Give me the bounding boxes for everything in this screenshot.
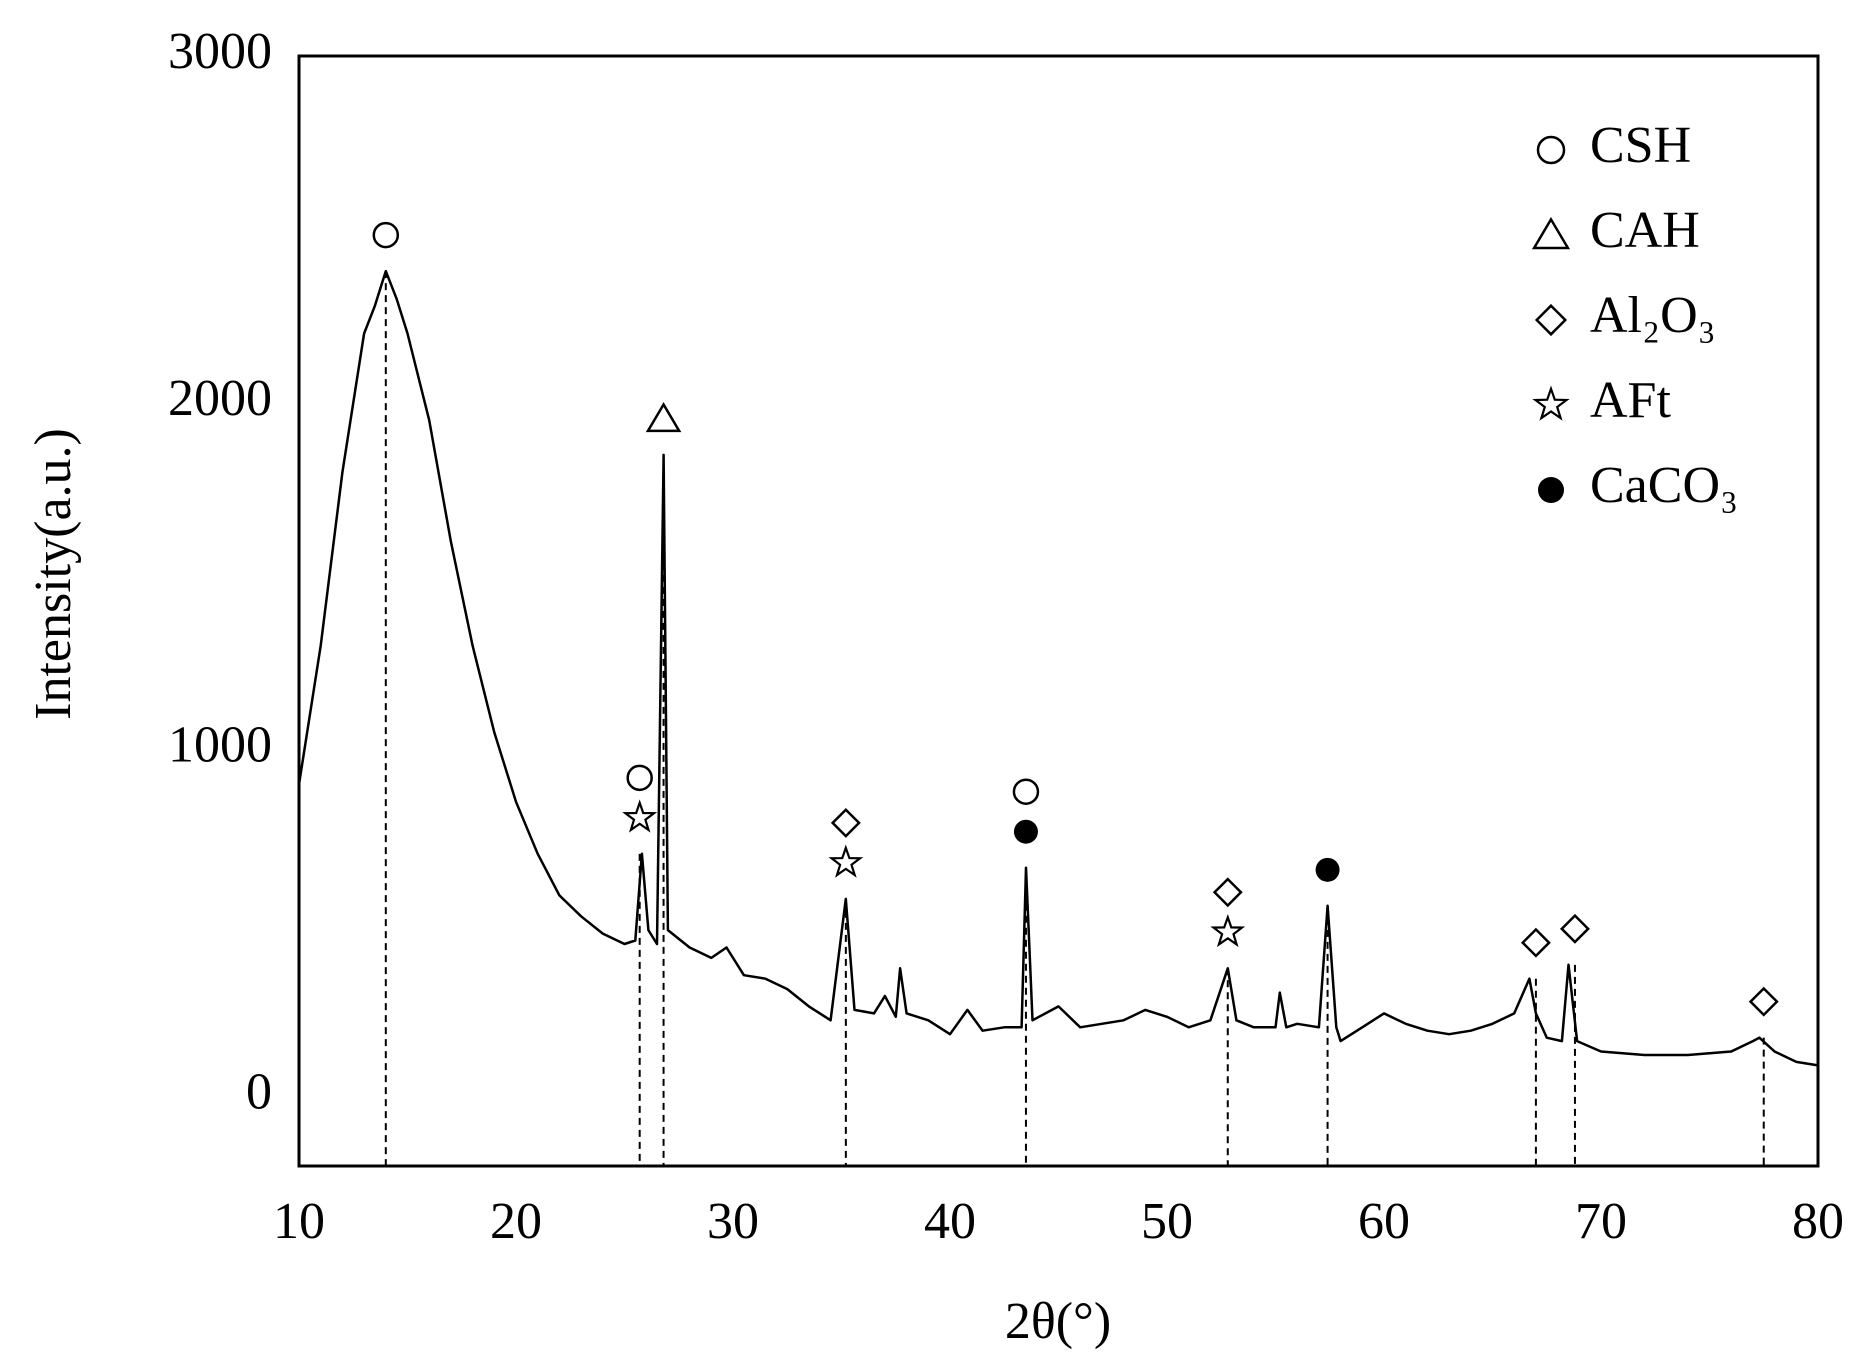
phase-marker [1534, 303, 1568, 337]
x-tick-label: 70 [1575, 1193, 1627, 1250]
phase-marker [372, 221, 400, 249]
legend-label: CAH [1590, 202, 1700, 259]
phase-marker [1210, 913, 1246, 948]
phase-marker [1315, 857, 1340, 882]
x-tick-label: 40 [924, 1193, 976, 1250]
legend-label: AFt [1590, 372, 1671, 429]
legend-label: CSH [1590, 117, 1691, 174]
phase-marker [828, 844, 864, 878]
x-tick-label: 80 [1792, 1193, 1844, 1250]
legend-label: Al₂O₃ [1590, 287, 1716, 344]
y-tick-label: 1000 [168, 717, 272, 774]
phase-marker [1212, 877, 1243, 908]
phase-marker [1013, 819, 1038, 844]
phase-marker [1520, 927, 1551, 958]
phase-marker [645, 402, 682, 433]
x-axis-title: 2θ(°) [1005, 1293, 1111, 1350]
phase-marker [1538, 477, 1564, 503]
x-tick-label: 30 [707, 1193, 759, 1250]
phase-marker [1559, 913, 1590, 944]
y-tick-label: 2000 [168, 370, 272, 427]
x-tick-label: 10 [273, 1193, 325, 1250]
phase-marker [1012, 778, 1040, 805]
phase-marker [626, 764, 653, 792]
x-tick-label: 60 [1358, 1193, 1410, 1250]
phase-marker [1748, 986, 1779, 1017]
plot-frame [297, 54, 1820, 1168]
phase-marker [1536, 135, 1566, 165]
legend-label: CaCO₃ [1590, 457, 1738, 514]
phase-marker [1531, 216, 1571, 250]
x-tick-label: 50 [1141, 1193, 1193, 1250]
data-line [297, 269, 1819, 1067]
phase-marker [830, 807, 861, 838]
x-tick-label: 20 [490, 1193, 542, 1250]
phase-marker [622, 799, 658, 833]
phase-marker [1532, 385, 1570, 421]
y-tick-label: 0 [246, 1064, 272, 1121]
y-tick-label: 3000 [168, 23, 272, 80]
y-axis-title: Intensity(a.u.) [25, 428, 82, 720]
